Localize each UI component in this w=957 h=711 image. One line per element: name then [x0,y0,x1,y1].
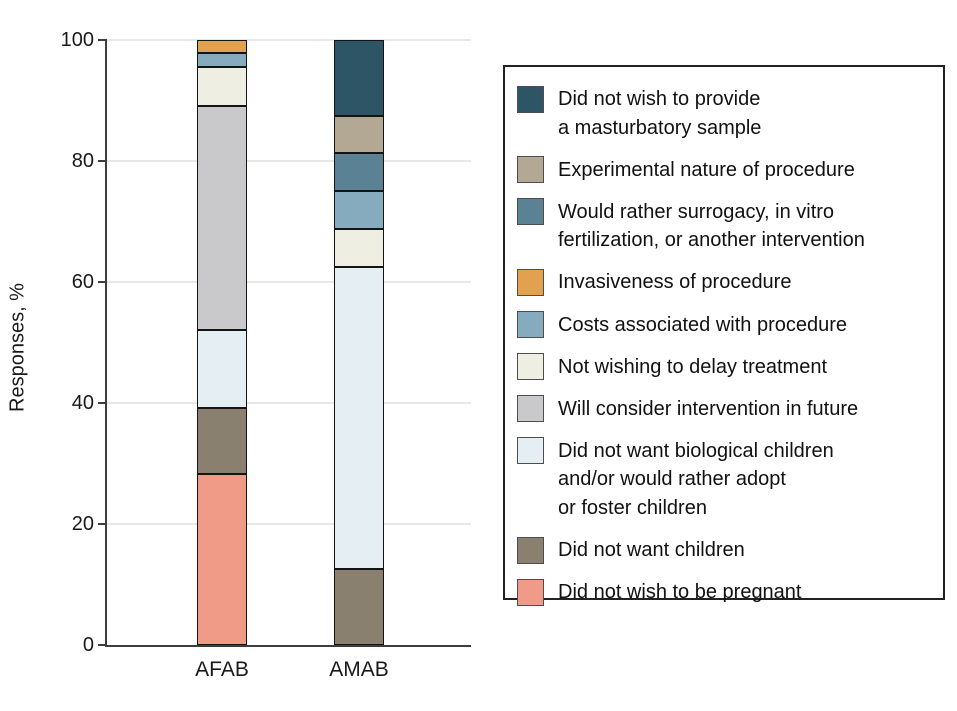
y-tick-label-40: 40 [71,392,94,414]
legend-item: Did not wish to provide a masturbatory sa… [517,85,935,142]
y-tick-label-20: 20 [71,513,94,535]
gridline-20 [107,523,471,525]
legend-box: Did not wish to provide a masturbatory sa… [503,65,945,606]
y-axis-line [105,40,107,645]
bar-segment [197,408,247,474]
legend-item-label: Not wishing to delay treatment [558,355,828,378]
legend-color-swatch [517,353,544,381]
legend-item: Will consider intervention in future [517,395,935,424]
bar-segment [197,473,247,645]
plot-area [98,39,471,647]
bar-segment [334,115,384,154]
bar-segment [334,191,384,230]
y-tick-label-0: 0 [82,634,94,656]
gridline-80 [107,160,471,162]
legend-color-swatch [517,536,544,564]
legend-item-label: Did not want children [558,539,745,562]
y-tick-mark-0 [98,644,107,646]
stacked-bar-afab [197,40,247,645]
legend-item-label: Invasiveness of procedure [558,271,792,294]
legend-item-label: Experimental nature of procedure [558,158,855,181]
gridline-40 [107,402,471,404]
legend-item-label: Did not want biological children and/or w… [558,439,834,520]
bar-segment [197,66,247,106]
legend-color-swatch [517,198,544,226]
legend-item: Invasiveness of procedure [517,268,935,297]
legend-item: Did not wish to be pregnant [517,578,935,607]
bar-segment [334,40,384,116]
legend-item-label: Will consider intervention in future [558,397,859,420]
x-label-afab: AFAB [195,658,249,681]
gridline-60 [107,281,471,283]
y-tick-label-60: 60 [71,271,94,293]
stacked-bar-amab [334,40,384,645]
legend-item: Not wishing to delay treatment [517,353,935,382]
y-tick-mark-40 [98,402,107,404]
bar-segment [197,53,247,67]
legend-item: Experimental nature of procedure [517,156,935,185]
legend-item: Did not want biological children and/or w… [517,437,935,523]
bar-segment [334,266,384,570]
x-label-amab: AMAB [329,658,389,681]
bar-segment [197,105,247,330]
y-tick-mark-60 [98,281,107,283]
y-tick-label-80: 80 [71,150,94,172]
x-axis-line [105,645,471,647]
bar-segment [197,329,247,409]
legend-color-swatch [517,268,544,296]
legend-color-swatch [517,578,544,606]
y-tick-mark-100 [98,39,107,41]
legend-color-swatch [517,85,544,113]
legend-color-swatch [517,156,544,184]
legend-item-label: Did not wish to be pregnant [558,581,802,604]
y-axis-title: Responses, % [6,283,29,412]
legend-item-label: Costs associated with procedure [558,313,848,336]
legend-color-swatch [517,311,544,339]
y-tick-label-100: 100 [60,29,94,51]
y-tick-mark-80 [98,160,107,162]
legend-item: Would rather surrogacy, in vitro fertiliz… [517,198,935,255]
gridline-100 [107,39,471,41]
legend-item: Costs associated with procedure [517,311,935,340]
legend-item-label: Would rather surrogacy, in vitro fertiliz… [558,200,865,252]
y-tick-mark-20 [98,523,107,525]
legend-item-label: Did not wish to provide a masturbatory sa… [558,88,762,139]
legend-item: Did not want children [517,536,935,565]
legend-color-swatch [517,395,544,423]
bar-segment [197,40,247,54]
bar-segment [334,229,384,267]
bar-segment [334,569,384,645]
legend-color-swatch [517,437,544,465]
bar-segment [334,153,384,192]
